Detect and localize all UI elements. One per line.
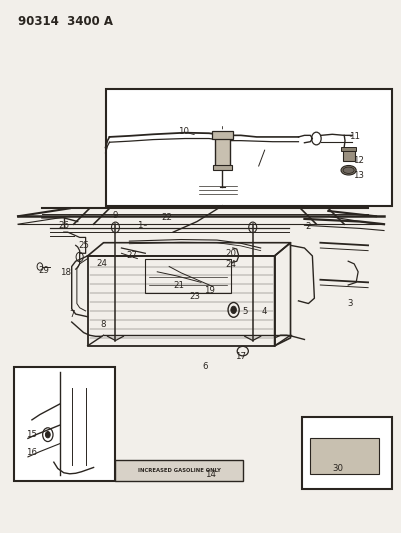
Bar [213,165,231,170]
Circle shape [45,432,50,438]
Text: 27: 27 [126,252,136,261]
Bar [145,259,230,293]
Text: 3: 3 [346,299,352,308]
Text: 18: 18 [60,268,71,277]
Text: 10: 10 [177,127,188,136]
Text: 16: 16 [26,448,37,457]
Text: 90314  3400 A: 90314 3400 A [18,15,113,28]
Text: 26: 26 [58,221,69,230]
Bar [340,147,355,151]
Bar [302,417,391,489]
Text: 2: 2 [305,222,310,231]
Text: 20: 20 [225,249,236,258]
Bar [342,150,354,161]
Ellipse shape [342,167,353,173]
Text: 13: 13 [352,171,363,180]
Text: 14: 14 [205,470,216,479]
Text: 12: 12 [352,156,363,165]
Text: 9: 9 [113,211,118,220]
Text: 6: 6 [202,362,207,372]
Text: 17: 17 [235,352,246,361]
Text: 22: 22 [161,213,172,222]
Text: 5: 5 [241,307,247,316]
Text: 11: 11 [348,132,359,141]
Text: 15: 15 [26,430,37,439]
Ellipse shape [340,165,355,175]
Bar [105,90,391,206]
Text: 24: 24 [225,261,236,269]
Text: 30: 30 [332,464,343,473]
Bar [309,438,378,474]
Text: 24: 24 [96,260,107,268]
Bar [212,131,232,139]
Text: 21: 21 [173,280,184,289]
Text: 4: 4 [261,307,267,316]
Text: 7: 7 [69,310,74,319]
Circle shape [230,306,236,313]
Text: 29: 29 [38,266,49,275]
Text: 25: 25 [78,241,89,250]
Bar [215,137,229,168]
Text: 8: 8 [101,320,106,329]
Text: INCREASED GASOLINE ONLY: INCREASED GASOLINE ONLY [137,467,220,473]
Text: 19: 19 [203,286,214,295]
Text: 1: 1 [136,221,142,230]
Bar [14,367,115,481]
Bar [115,459,242,481]
Text: 23: 23 [189,292,200,301]
